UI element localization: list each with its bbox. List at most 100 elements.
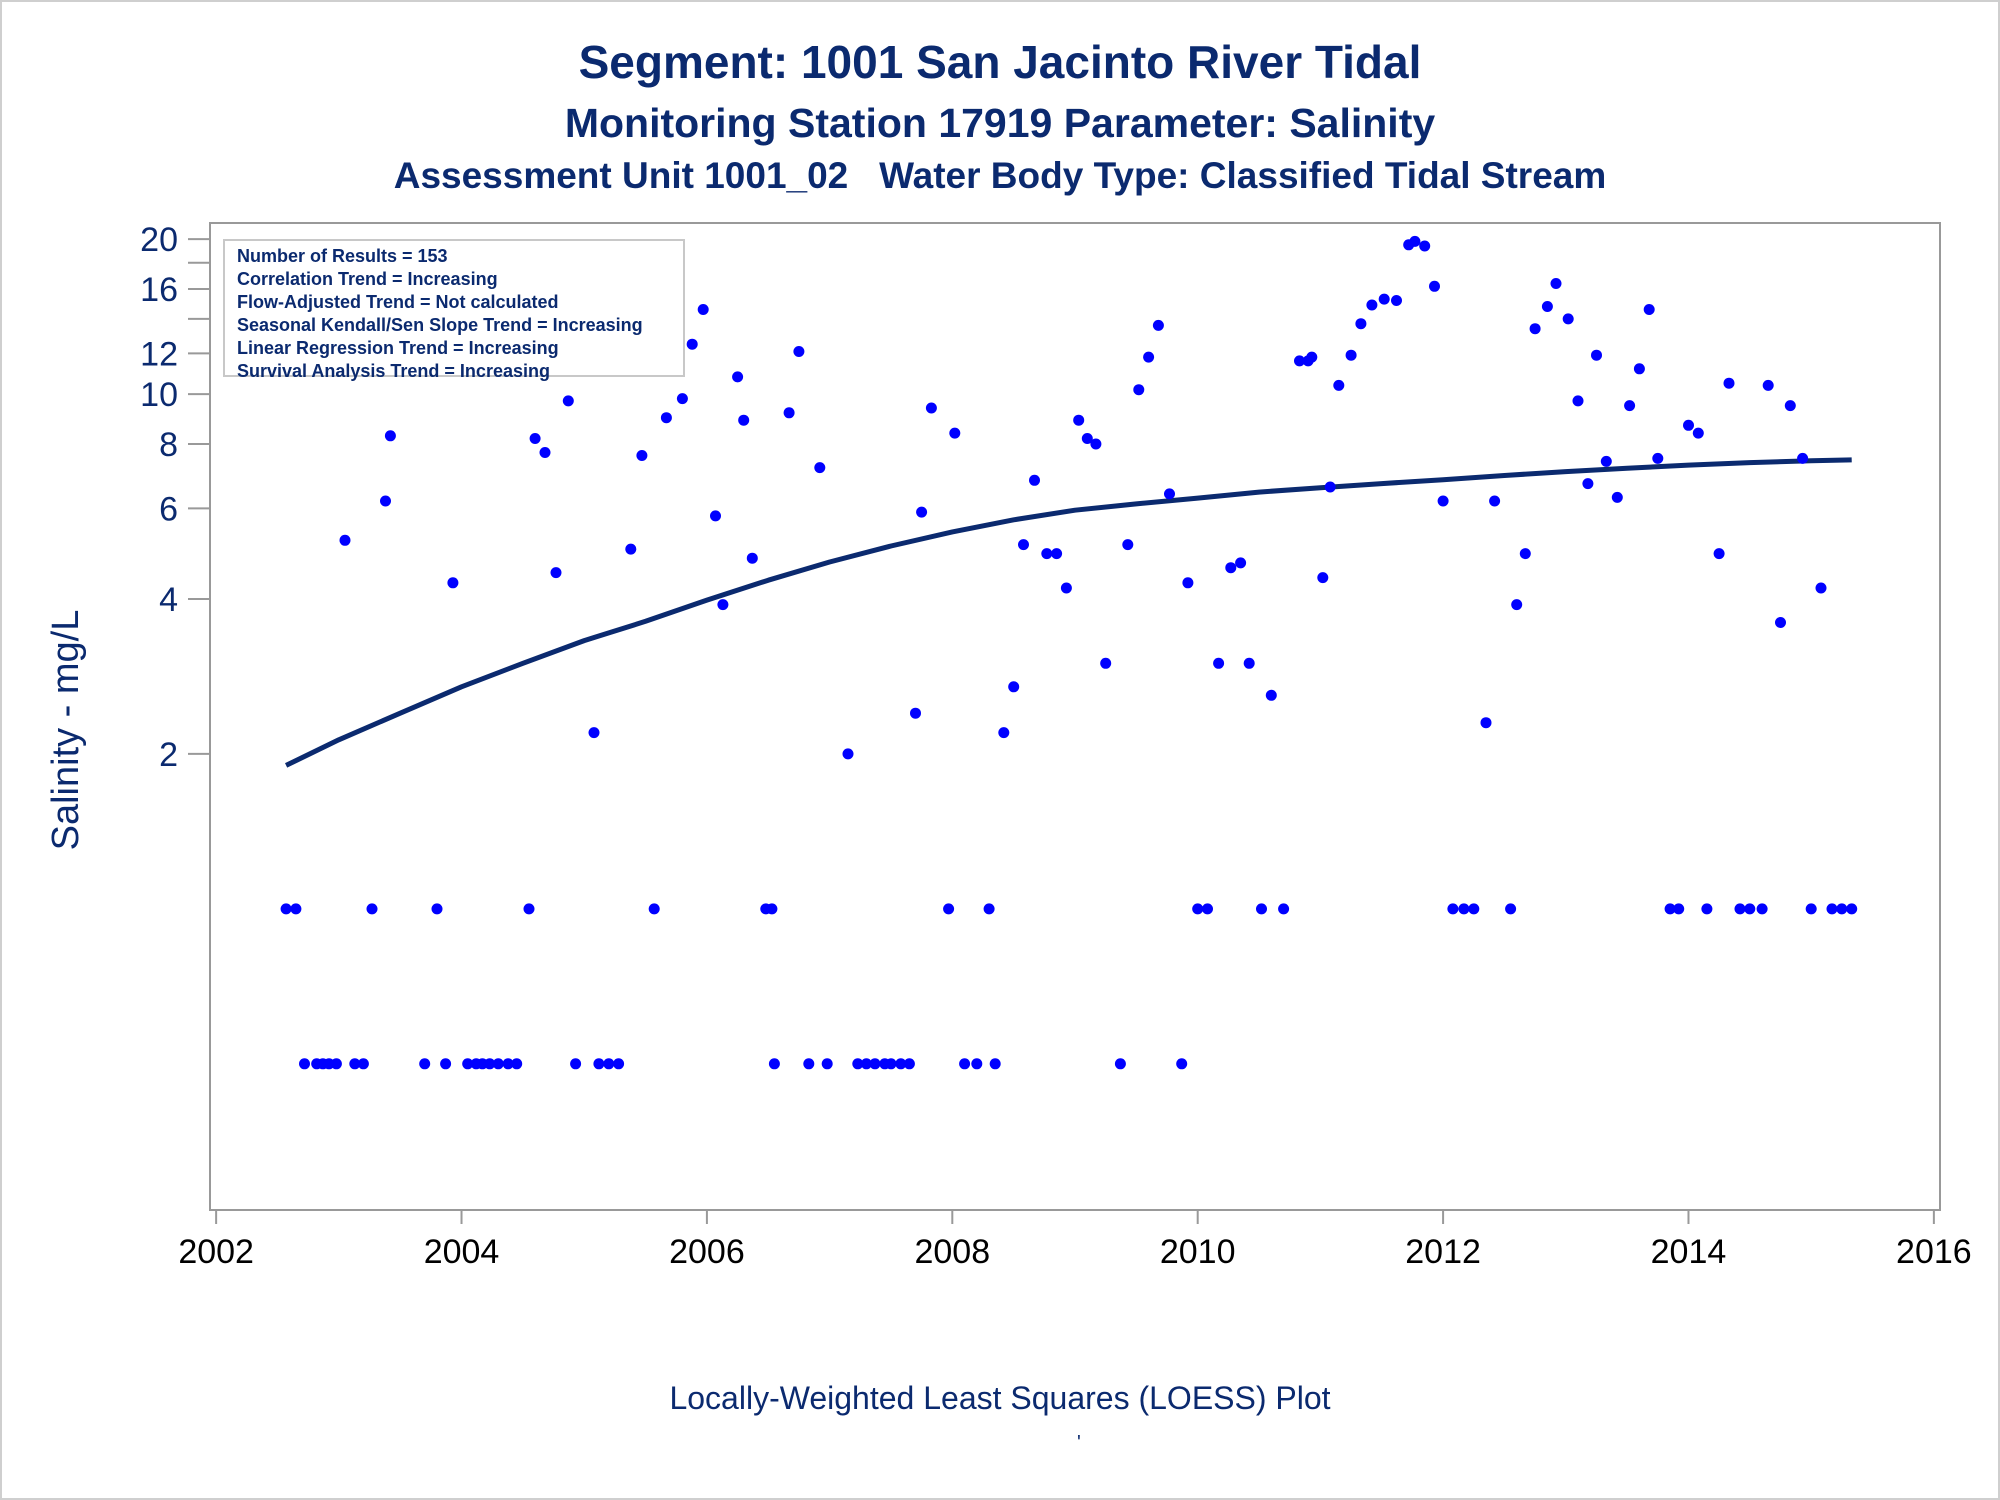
data-point <box>550 567 562 579</box>
data-point <box>1192 903 1204 915</box>
data-point <box>1324 481 1336 493</box>
data-point <box>1815 582 1827 594</box>
footnote-mark: ' <box>1077 1432 1081 1454</box>
data-point <box>384 430 396 442</box>
data-point <box>1378 293 1390 305</box>
loess-curve <box>285 457 1852 768</box>
data-point <box>1784 400 1796 412</box>
data-point <box>1550 278 1562 289</box>
data-point <box>1345 349 1357 361</box>
data-point <box>903 1058 915 1070</box>
data-point <box>1713 548 1725 560</box>
data-point <box>562 395 574 407</box>
data-point <box>1278 903 1290 915</box>
data-point <box>1008 681 1020 693</box>
data-point <box>1480 717 1492 729</box>
data-point <box>1511 599 1523 611</box>
data-point <box>1529 323 1541 335</box>
data-point <box>1122 539 1134 551</box>
chart-subtitle-assessment: Assessment Unit 1001_02 Water Body Type:… <box>393 155 1607 196</box>
data-point <box>949 427 961 439</box>
data-point <box>1133 384 1145 396</box>
data-point <box>1235 557 1247 569</box>
data-point <box>462 1058 474 1070</box>
y-tick-label: 12 <box>140 335 178 373</box>
data-point <box>916 506 928 518</box>
data-point <box>1624 400 1636 412</box>
data-point <box>766 903 778 915</box>
data-point <box>1306 351 1318 363</box>
data-point <box>1489 495 1501 507</box>
data-point <box>1437 495 1449 507</box>
data-point <box>613 1058 625 1070</box>
stat-seasonal-kendall-trend: Seasonal Kendall/Sen Slope Trend = Incre… <box>237 315 643 335</box>
y-axis-label: Salinity - mg/L <box>45 610 87 851</box>
data-point <box>366 903 378 915</box>
data-point <box>1213 657 1225 669</box>
data-point <box>593 1058 605 1070</box>
data-point <box>1317 572 1329 584</box>
data-point <box>570 1058 582 1070</box>
data-point <box>1090 438 1102 450</box>
data-point <box>959 1058 971 1070</box>
data-point <box>746 552 758 564</box>
stat-correlation-trend: Correlation Trend = Increasing <box>237 269 498 289</box>
data-point <box>738 414 750 426</box>
x-tick-label: 2014 <box>1651 1233 1727 1271</box>
data-point <box>1505 903 1517 915</box>
data-point <box>998 727 1010 739</box>
data-point <box>349 1058 361 1070</box>
data-point <box>1633 363 1645 375</box>
data-point <box>1468 903 1480 915</box>
y-tick-label: 4 <box>159 581 178 619</box>
x-tick-label: 2006 <box>669 1233 745 1271</box>
trend-stats-box: Number of Results = 153 Correlation Tren… <box>223 239 685 381</box>
data-point <box>1256 903 1267 915</box>
data-point <box>447 577 459 589</box>
data-point <box>1355 318 1367 330</box>
data-point <box>1826 903 1838 915</box>
data-point <box>603 1058 615 1070</box>
x-tick-label: 2008 <box>914 1233 990 1271</box>
data-point <box>710 510 721 522</box>
stat-number-of-results: Number of Results = 153 <box>237 246 448 266</box>
data-point <box>648 903 660 915</box>
data-point <box>419 1058 431 1070</box>
data-point <box>821 1058 833 1070</box>
data-point <box>1051 548 1063 560</box>
data-point <box>1060 582 1072 594</box>
data-point <box>523 903 535 915</box>
data-point <box>1683 419 1694 431</box>
data-point <box>539 447 551 458</box>
data-point <box>989 1058 1001 1070</box>
data-point <box>895 1058 907 1070</box>
data-point <box>1805 903 1817 915</box>
stat-linear-regression-trend: Linear Regression Trend = Increasing <box>237 338 559 358</box>
data-point <box>971 1058 983 1070</box>
data-point <box>803 1058 815 1070</box>
data-point <box>732 371 744 383</box>
data-point <box>1519 548 1531 560</box>
data-point <box>1744 903 1756 915</box>
data-point <box>1333 379 1345 391</box>
stat-flow-adjusted-trend: Flow-Adjusted Trend = Not calculated <box>237 292 559 312</box>
data-point <box>280 903 292 915</box>
data-point <box>1391 295 1402 306</box>
data-point <box>1723 377 1735 389</box>
x-tick-label: 2012 <box>1405 1233 1481 1271</box>
y-tick-label: 6 <box>159 490 178 528</box>
data-point <box>1692 427 1704 439</box>
data-point <box>1797 452 1809 464</box>
data-point <box>1762 379 1774 391</box>
loess-curve-layer <box>285 457 1852 768</box>
x-tick-label: 2010 <box>1160 1233 1236 1271</box>
data-point <box>299 1058 310 1070</box>
data-point <box>511 1058 523 1070</box>
data-point <box>440 1058 452 1070</box>
data-point <box>842 748 854 760</box>
data-point <box>697 304 709 315</box>
data-point <box>660 412 672 424</box>
data-point <box>1041 548 1053 560</box>
data-point <box>1152 319 1164 331</box>
